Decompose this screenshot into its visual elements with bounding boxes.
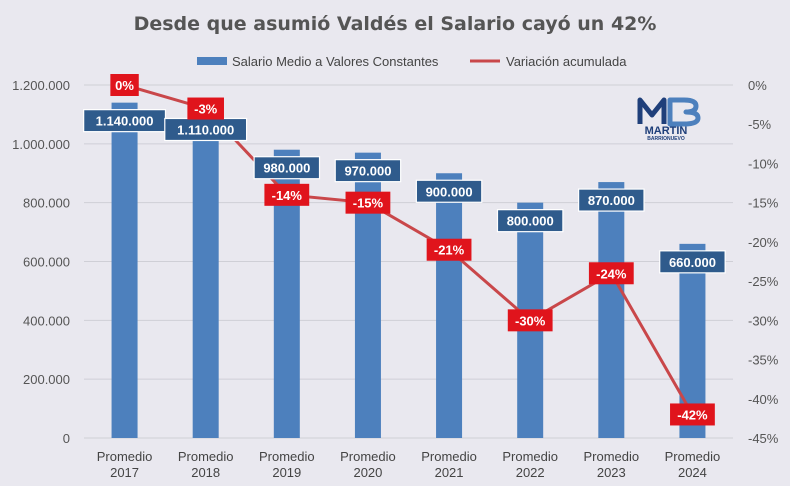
category-label: Promedio bbox=[502, 449, 558, 464]
logo-surname: BARRIONUEVO bbox=[647, 136, 685, 142]
brand-logo: MARTIN BARRIONUEVO bbox=[637, 97, 701, 142]
bar-label-box bbox=[496, 209, 564, 233]
left-tick-label: 0 bbox=[63, 431, 70, 446]
left-tick-label: 200.000 bbox=[23, 372, 70, 387]
gridlines bbox=[84, 84, 733, 439]
logo-name: MARTIN bbox=[645, 125, 688, 137]
variation-label: -21% bbox=[434, 243, 465, 258]
category-label: 2024 bbox=[678, 465, 707, 480]
variation-label: 0% bbox=[115, 78, 134, 93]
logo-mark-icon bbox=[637, 97, 701, 127]
variation-label-box bbox=[426, 238, 472, 261]
category-label: Promedio bbox=[340, 449, 396, 464]
right-tick-label: 0% bbox=[748, 78, 767, 93]
legend-bar-swatch bbox=[197, 57, 227, 65]
bar-label: 660.000 bbox=[669, 255, 716, 270]
variation-label: -42% bbox=[677, 407, 708, 422]
category-label: 2020 bbox=[353, 465, 382, 480]
bar-data-labels: 1.140.000 1.110.000 980.000 970.000 900.000 8… bbox=[83, 109, 726, 274]
line-data-labels: 0% -3% -14% -15% -21% -30% -24% -42% bbox=[110, 74, 715, 426]
category-label: 2018 bbox=[191, 465, 220, 480]
legend: Salario Medio a Valores Constantes Varia… bbox=[197, 54, 627, 69]
right-tick-label: -40% bbox=[748, 392, 779, 407]
right-tick-label: -20% bbox=[748, 235, 779, 250]
variation-label-box bbox=[588, 262, 634, 285]
variation-label-box bbox=[345, 191, 391, 214]
bar-label: 1.140.000 bbox=[96, 114, 154, 129]
variation-label: -15% bbox=[353, 196, 384, 211]
variation-label: -30% bbox=[515, 313, 546, 328]
category-label: Promedio bbox=[583, 449, 639, 464]
bar-label: 870.000 bbox=[588, 193, 635, 208]
category-label: Promedio bbox=[259, 449, 315, 464]
variation-label-box bbox=[187, 97, 224, 120]
right-tick-label: -5% bbox=[748, 117, 772, 132]
left-tick-label: 400.000 bbox=[23, 313, 70, 328]
category-label: 2021 bbox=[435, 465, 464, 480]
category-label: Promedio bbox=[178, 449, 234, 464]
bar-label-box bbox=[253, 156, 321, 180]
category-label: 2019 bbox=[272, 465, 301, 480]
bar bbox=[192, 111, 219, 438]
right-tick-label: -30% bbox=[748, 313, 779, 328]
right-tick-label: -10% bbox=[748, 156, 779, 171]
right-tick-label: -25% bbox=[748, 274, 779, 289]
right-tick-label: -35% bbox=[748, 353, 779, 368]
bar-label-box bbox=[578, 188, 645, 212]
chart-title: Desde que asumió Valdés el Salario cayó … bbox=[134, 13, 657, 35]
left-tick-label: 1.200.000 bbox=[12, 78, 70, 93]
left-tick-label: 800.000 bbox=[23, 196, 70, 211]
bar bbox=[436, 173, 463, 438]
category-axis: Promedio2017Promedio2018Promedio2019Prom… bbox=[97, 449, 721, 480]
bar-label: 900.000 bbox=[426, 184, 473, 199]
right-axis: -45% -40% -35% -30% -25% -20% -15% -10% -5% 0% bbox=[748, 78, 779, 446]
right-tick-label: -15% bbox=[748, 196, 779, 211]
bar-label: 800.000 bbox=[507, 214, 554, 229]
bar-label: 970.000 bbox=[344, 164, 391, 179]
legend-line-label: Variación acumulada bbox=[506, 54, 627, 69]
variation-label-box bbox=[670, 403, 715, 426]
variation-label-box bbox=[507, 309, 553, 332]
bar-label-box bbox=[415, 179, 483, 203]
left-axis: 0 200.000 400.000 600.000 800.000 1.000.000 1.… bbox=[12, 78, 70, 446]
bar-label: 980.000 bbox=[263, 161, 310, 176]
category-label: Promedio bbox=[421, 449, 477, 464]
variation-label: -14% bbox=[272, 188, 303, 203]
variation-label: -24% bbox=[596, 266, 627, 281]
bar-label-box bbox=[334, 159, 402, 183]
category-label: Promedio bbox=[97, 449, 153, 464]
bar bbox=[598, 182, 625, 438]
left-tick-label: 1.000.000 bbox=[12, 137, 70, 152]
variation-label-box bbox=[264, 183, 310, 206]
bar bbox=[111, 102, 138, 439]
bar-label: 1.110.000 bbox=[177, 122, 234, 137]
variation-label: -3% bbox=[194, 102, 218, 117]
category-label: 2023 bbox=[597, 465, 626, 480]
category-label: Promedio bbox=[665, 449, 721, 464]
category-label: 2022 bbox=[516, 465, 545, 480]
right-tick-label: -45% bbox=[748, 431, 779, 446]
legend-bar-label: Salario Medio a Valores Constantes bbox=[232, 54, 439, 69]
category-label: 2017 bbox=[110, 465, 139, 480]
left-tick-label: 600.000 bbox=[23, 255, 70, 270]
bar-label-box bbox=[659, 250, 726, 274]
variation-label-box bbox=[110, 74, 139, 96]
